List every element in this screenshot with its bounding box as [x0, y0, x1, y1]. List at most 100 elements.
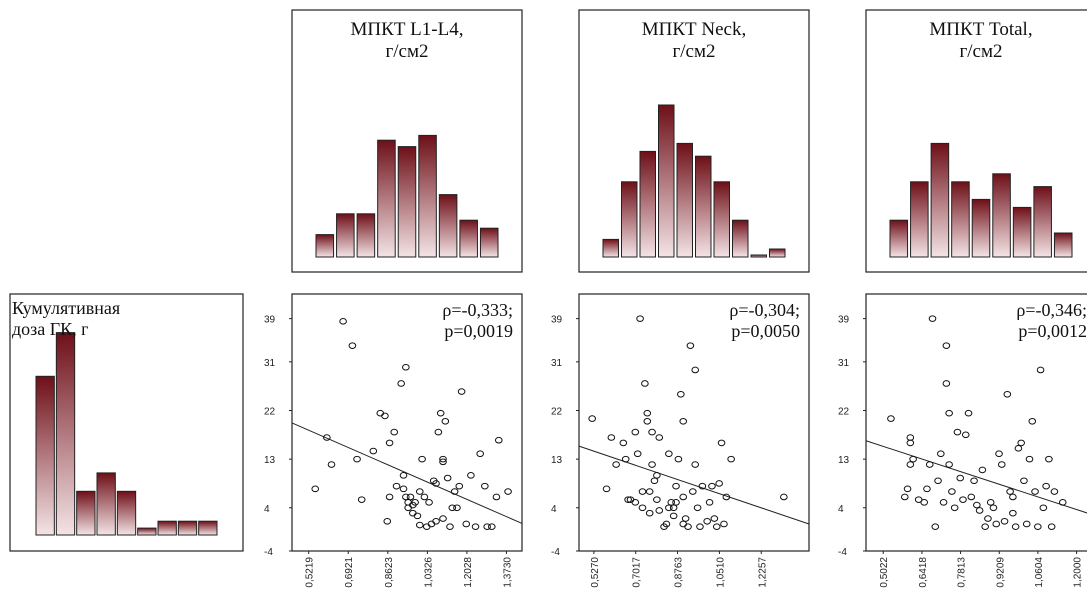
- data-point-3-32: [978, 466, 987, 474]
- column-3-histogram-bar-6: [992, 173, 1011, 258]
- data-point-1-44: [450, 488, 459, 495]
- data-point-3-57: [1058, 499, 1067, 506]
- data-point-3-14: [934, 477, 942, 485]
- data-point-1-10: [381, 412, 389, 420]
- data-point-2-43: [693, 504, 702, 512]
- y-tick-label-2-3: 22: [551, 406, 563, 417]
- data-point-2-25: [655, 507, 664, 514]
- data-point-2-2: [602, 485, 611, 493]
- data-point-3-7: [909, 455, 917, 463]
- data-point-3-1: [887, 415, 895, 422]
- correlation-stat-2-line-1: ρ=-0,304;: [729, 300, 800, 320]
- data-point-3-31: [975, 507, 984, 514]
- column-3-histogram-bar-1: [889, 219, 909, 258]
- x-tick-label-3-4: 0,9209: [995, 557, 1006, 588]
- data-point-2-10: [631, 428, 640, 436]
- x-tick-label-3-6: 1,2000: [1073, 557, 1084, 588]
- data-point-2-18: [645, 509, 654, 517]
- row-histogram-bar-2: [55, 332, 76, 536]
- data-point-3-28: [967, 493, 976, 501]
- x-tick-label-1-5: 1,2028: [463, 557, 474, 588]
- data-point-1-6: [353, 455, 361, 463]
- column-1-histogram-bar-9: [479, 227, 499, 258]
- data-point-1-50: [471, 523, 480, 530]
- data-point-3-5: [906, 439, 915, 447]
- data-point-2-44: [696, 523, 704, 530]
- data-point-2-29: [665, 450, 673, 458]
- data-point-2-12: [636, 315, 644, 322]
- data-point-1-1: [311, 485, 320, 493]
- data-point-3-13: [931, 523, 940, 530]
- y-tick-label-1-6: -4: [264, 547, 273, 558]
- column-1-histogram-bar-4: [377, 139, 396, 258]
- x-tick-label-3-2: 0,6418: [918, 557, 929, 588]
- data-point-2-52: [717, 439, 726, 447]
- column-title-3-line-2: г/см2: [959, 41, 1002, 62]
- scatter-panel-1: [291, 293, 523, 552]
- data-point-3-56: [1047, 523, 1056, 530]
- data-point-2-3: [607, 434, 616, 441]
- data-point-2-20: [648, 461, 656, 468]
- y-tick-label-2-5: 4: [551, 504, 557, 515]
- data-point-2-51: [715, 480, 723, 487]
- data-point-2-58: [679, 493, 688, 501]
- column-2-histogram-bar-1: [602, 238, 619, 258]
- data-point-1-34: [432, 480, 440, 487]
- data-point-1-53: [483, 523, 491, 530]
- data-point-2-42: [691, 366, 699, 374]
- data-point-1-59: [415, 521, 424, 529]
- y-tick-label-1-2: 31: [264, 358, 276, 369]
- data-point-2-39: [684, 523, 692, 530]
- data-point-1-40: [441, 417, 450, 425]
- data-point-2-38: [681, 515, 690, 522]
- data-point-2-17: [645, 488, 654, 495]
- data-point-3-54: [1042, 482, 1050, 490]
- y-tick-label-1-3: 22: [264, 406, 276, 417]
- data-point-3-35: [986, 499, 995, 506]
- data-point-3-50: [1031, 488, 1039, 495]
- data-point-3-17: [942, 342, 951, 349]
- data-point-2-40: [686, 342, 695, 349]
- correlation-stat-2-line-2: p=0,0050: [731, 321, 800, 341]
- data-point-3-24: [956, 474, 965, 482]
- data-point-1-16: [397, 380, 405, 387]
- row-histogram-bar-5: [116, 490, 137, 536]
- data-point-1-2: [323, 434, 331, 441]
- data-point-1-27: [415, 488, 424, 495]
- scatter-panel-3: [865, 293, 1087, 552]
- scatter-frame-1: [291, 293, 523, 552]
- data-point-1-51: [476, 450, 484, 458]
- column-1-histogram-bar-3: [356, 213, 376, 258]
- data-point-2-6: [621, 455, 630, 463]
- data-point-3-23: [953, 428, 962, 436]
- x-tick-label-3-5: 1,0604: [1034, 557, 1045, 588]
- column-title-1-line-1: МПКТ L1-L4,: [351, 19, 464, 40]
- data-point-1-7: [357, 496, 366, 503]
- data-point-2-5: [619, 439, 628, 447]
- data-point-2-57: [669, 512, 678, 520]
- data-point-1-55: [492, 493, 501, 501]
- column-1-histogram-bar-6: [418, 134, 437, 258]
- data-point-1-28: [418, 455, 426, 463]
- column-3-histogram-bar-3: [930, 142, 950, 258]
- y-tick-label-3-4: 13: [838, 455, 850, 466]
- data-point-1-45: [453, 504, 461, 512]
- data-point-3-33: [981, 523, 989, 530]
- data-point-1-49: [467, 472, 475, 479]
- data-point-3-36: [989, 504, 998, 512]
- data-point-2-24: [655, 434, 664, 441]
- data-point-1-39: [439, 455, 447, 463]
- data-point-3-20: [945, 461, 953, 468]
- column-3-histogram-bar-8: [1033, 186, 1052, 258]
- data-point-3-55: [1045, 455, 1053, 463]
- row-histogram-bar-4: [96, 472, 116, 536]
- y-tick-label-1-4: 13: [264, 455, 276, 466]
- data-point-2-53: [720, 520, 728, 528]
- data-point-3-39: [997, 461, 1006, 468]
- data-point-3-11: [925, 461, 934, 468]
- data-point-2-46: [703, 517, 711, 525]
- data-point-1-56: [494, 436, 503, 444]
- column-1-histogram-bar-8: [459, 219, 478, 258]
- data-point-3-46: [1020, 477, 1028, 485]
